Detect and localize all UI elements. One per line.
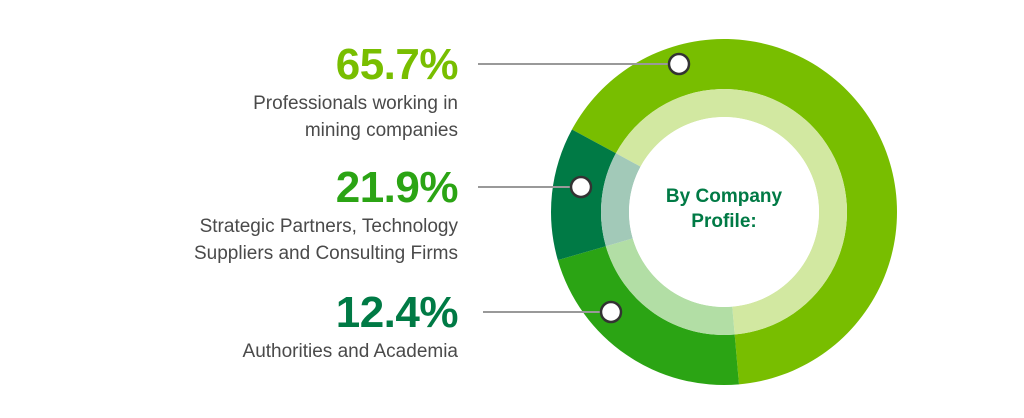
value-label-professionals: 65.7%	[335, 40, 459, 89]
category-label-professionals: Professionals working in mining companie…	[253, 90, 458, 144]
donut-slice-professionals	[571, 38, 897, 385]
donut-hole	[629, 117, 819, 307]
donut-inner-slice-partners	[605, 238, 735, 335]
connector-marker-partners	[569, 175, 593, 199]
category-label-line: Professionals working in	[253, 93, 458, 114]
category-label-line: mining companies	[304, 120, 458, 141]
center-label-line: By Company	[665, 186, 783, 207]
category-label-line: Strategic Partners, Technology	[199, 216, 458, 237]
label-block-partners: 21.9% Strategic Partners, Technology Sup…	[194, 163, 459, 267]
donut-center-label: By Company Profile:	[619, 184, 829, 234]
center-label-line: Profile:	[691, 211, 757, 232]
connector-marker-professionals	[667, 52, 691, 76]
connector-marker-authorities	[599, 300, 623, 324]
category-label-authorities: Authorities and Academia	[243, 338, 458, 365]
category-label-line: Suppliers and Consulting Firms	[193, 243, 458, 264]
category-label-partners: Strategic Partners, Technology Suppliers…	[194, 213, 458, 267]
donut-slice-partners	[557, 246, 740, 385]
label-block-authorities: 12.4% Authorities and Academia	[243, 288, 459, 365]
donut-inner-slice-authorities	[600, 153, 641, 247]
value-label-partners: 21.9%	[335, 163, 459, 212]
label-block-professionals: 65.7% Professionals working in mining co…	[253, 42, 458, 144]
value-label-authorities: 12.4%	[335, 288, 459, 337]
category-label-line: Authorities and Academia	[242, 341, 458, 362]
